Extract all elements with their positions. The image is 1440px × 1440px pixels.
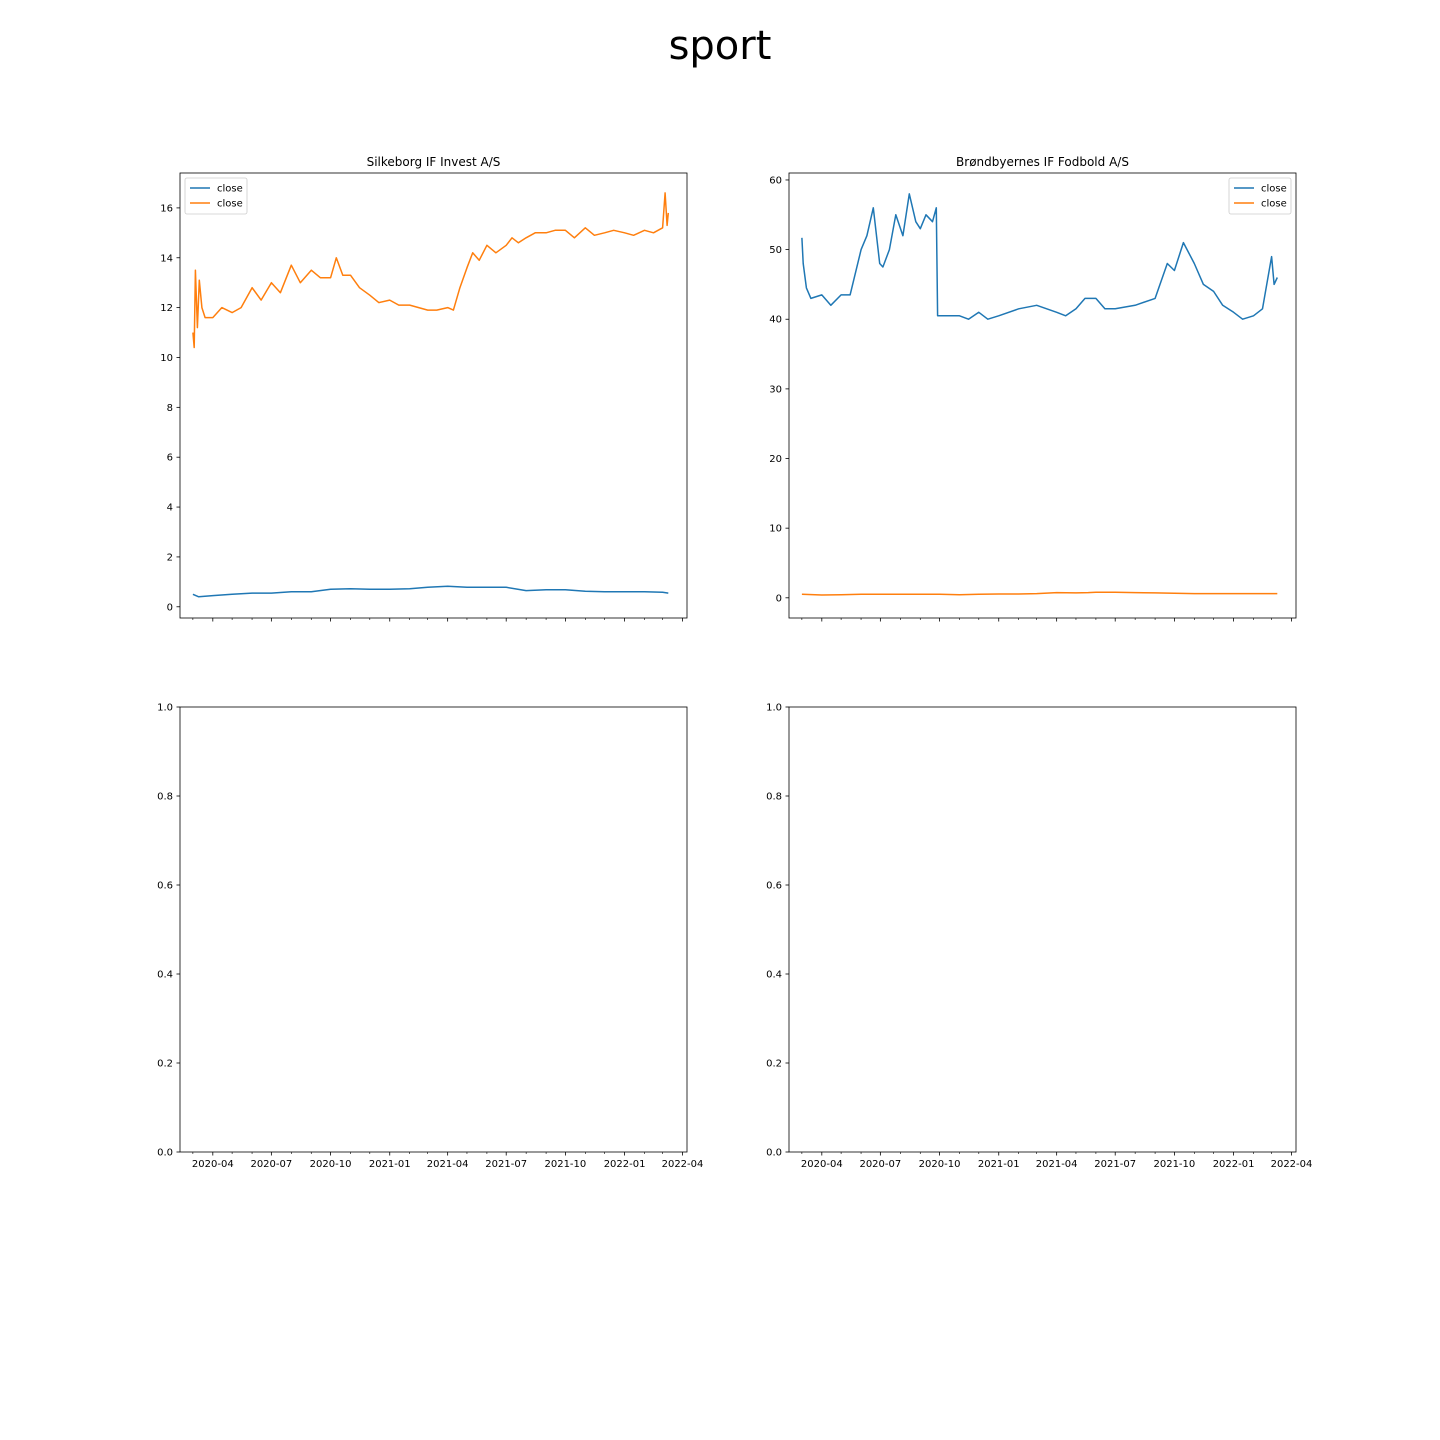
axes-frame: [788, 172, 1297, 619]
series-line-orange: [801, 591, 1278, 596]
subplot-1: 0 2 4 6 8 10 12 14 16 Silkeborg IF Invest A/S clos…: [160, 155, 688, 622]
y-tick-label: 0.0: [766, 1148, 782, 1159]
legend-label: close: [1261, 199, 1287, 210]
y-tick-label: 0.6: [157, 881, 173, 892]
legend-label: close: [217, 199, 243, 210]
y-tick-label: 50: [769, 245, 782, 256]
subplot-title: Brøndbyernes IF Fodbold A/S: [956, 155, 1129, 169]
y-tick-label: 14: [160, 253, 173, 264]
y-tick-label: 0.8: [157, 792, 173, 803]
y-tick-label: 1.0: [157, 703, 173, 714]
x-tick-label: 2020-04: [801, 1159, 843, 1170]
x-tick-label: 2022-01: [1213, 1159, 1255, 1170]
y-tick-label: 6: [167, 453, 173, 464]
axes-frame: [179, 172, 688, 619]
y-tick-label: 2: [167, 552, 173, 563]
y-tick-label: 0.6: [766, 881, 782, 892]
x-tick-label: 2021-10: [1153, 1159, 1195, 1170]
series-line-orange: [192, 192, 670, 349]
x-tick-label: 2022-01: [604, 1159, 646, 1170]
x-tick-label: 2021-04: [1036, 1159, 1078, 1170]
legend-box: [184, 177, 248, 215]
legend: close close: [184, 177, 248, 215]
y-tick-label: 40: [769, 315, 782, 326]
axes-frame: [179, 706, 688, 1153]
legend-label: close: [1261, 184, 1287, 195]
legend-box: [1228, 177, 1292, 215]
x-tick-label: 2021-01: [369, 1159, 411, 1170]
y-tick-label: 12: [160, 303, 173, 314]
y-tick-label: 60: [769, 175, 782, 186]
x-tick-label: 2020-07: [859, 1159, 901, 1170]
y-tick-label: 20: [769, 454, 782, 465]
series-line-blue: [192, 585, 669, 598]
subplot-4: 0.0 0.2 0.4 0.6 0.8 1.0 2020-04 2020-07 2020-10 2…: [766, 703, 1312, 1171]
y-tick-label: 10: [160, 353, 173, 364]
x-tick-label: 2020-10: [919, 1159, 961, 1170]
x-tick-label: 2021-01: [978, 1159, 1020, 1170]
y-tick-label: 4: [167, 503, 173, 514]
x-tick-label: 2021-10: [544, 1159, 586, 1170]
x-tick-label: 2022-04: [1271, 1159, 1313, 1170]
y-tick-label: 0.2: [766, 1059, 782, 1070]
legend-label: close: [217, 184, 243, 195]
y-tick-label: 30: [769, 384, 782, 395]
x-tick-label: 2021-07: [485, 1159, 527, 1170]
series-line-blue: [801, 193, 1278, 320]
y-tick-label: 0.8: [766, 792, 782, 803]
subplot-title: Silkeborg IF Invest A/S: [367, 155, 501, 169]
y-tick-label: 1.0: [766, 703, 782, 714]
x-tick-label: 2020-04: [192, 1159, 234, 1170]
legend: close close: [1228, 177, 1292, 215]
y-tick-label: 16: [160, 203, 173, 214]
x-tick-label: 2021-07: [1094, 1159, 1136, 1170]
x-tick-label: 2022-04: [662, 1159, 704, 1170]
y-tick-label: 0.4: [766, 970, 782, 981]
figure-title: sport: [668, 23, 772, 69]
axes-frame: [788, 706, 1297, 1153]
y-tick-label: 0.0: [157, 1148, 173, 1159]
x-tick-label: 2021-04: [427, 1159, 469, 1170]
x-tick-label: 2020-10: [310, 1159, 352, 1170]
x-tick-label: 2020-07: [250, 1159, 292, 1170]
subplot-2: 0 10 20 30 40 50 60 Brøndbyernes IF Fodbold A/S…: [769, 155, 1297, 622]
y-tick-label: 0.4: [157, 970, 173, 981]
y-tick-label: 0: [167, 602, 173, 613]
y-tick-label: 0: [776, 593, 782, 604]
y-tick-label: 8: [167, 403, 173, 414]
subplot-3: 0.0 0.2 0.4 0.6 0.8 1.0 2020-04 2020-07 2020-10 2…: [157, 703, 703, 1171]
y-tick-label: 10: [769, 524, 782, 535]
y-tick-label: 0.2: [157, 1059, 173, 1070]
